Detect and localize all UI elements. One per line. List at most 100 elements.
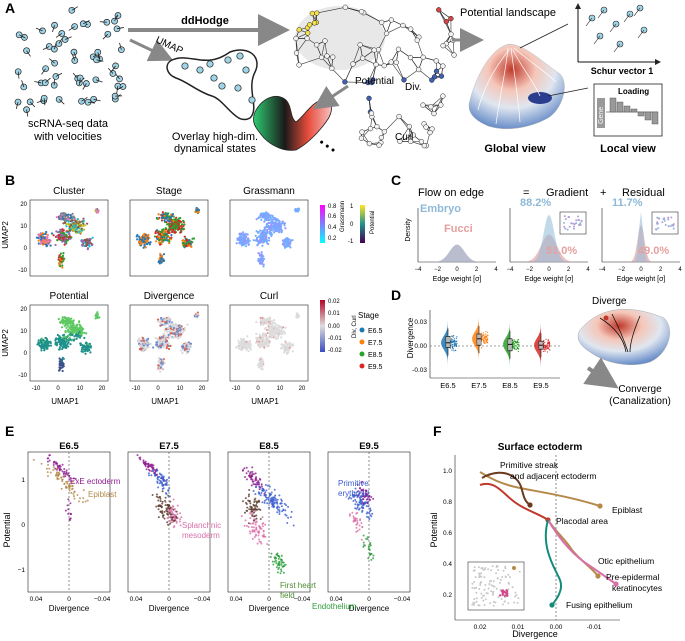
umap-point: [141, 350, 144, 353]
umap-point: [85, 344, 89, 347]
umap-point: [279, 225, 283, 228]
graph-node: [342, 79, 348, 85]
violin-point: [486, 342, 488, 344]
density-xlabel: Edge weight [σ]: [433, 276, 482, 283]
umap-point: [39, 339, 43, 342]
scatter-point: [168, 507, 171, 510]
scatter-point: [284, 563, 287, 566]
scatter-point: [246, 506, 249, 509]
stage-legend-title: Stage: [358, 311, 379, 320]
umap-point: [184, 341, 187, 344]
violin-point: [451, 340, 453, 342]
scatter-point: [249, 517, 252, 520]
graph-node: [420, 102, 426, 108]
umap-point: [276, 329, 279, 332]
graph-node: [407, 54, 414, 61]
scatter-point: [274, 499, 277, 502]
umap-point: [192, 237, 196, 240]
scatter-point: [277, 508, 280, 511]
umap-point: [164, 340, 167, 344]
graph-node: [381, 62, 387, 69]
scatter-point: [254, 472, 257, 475]
umap-point: [137, 235, 141, 238]
velocity-cell: [55, 96, 65, 105]
scatter-point: [258, 488, 261, 491]
umap-cell: [234, 84, 242, 92]
scatter-point: [267, 498, 270, 501]
velocity-cell: [61, 36, 72, 43]
scatter-point: [245, 466, 248, 469]
umap-point: [264, 343, 267, 346]
violin-point: [546, 346, 548, 348]
umap-point: [239, 236, 242, 239]
scatter-point: [252, 503, 255, 506]
scatter-point: [46, 457, 49, 460]
graph-node: [451, 52, 457, 58]
graph-node: [366, 140, 373, 147]
umap-point: [159, 365, 162, 369]
scatter-point: [253, 529, 256, 532]
umap-point: [156, 320, 159, 323]
umap-point: [139, 345, 143, 348]
umap-point: [180, 325, 183, 328]
scatter-point: [159, 500, 162, 503]
graph-node: [420, 54, 426, 60]
scatter-point: [268, 506, 271, 509]
density-xtick: 4: [678, 267, 682, 273]
scatter-point: [262, 522, 265, 525]
graph-node: [433, 68, 440, 74]
umap-point: [40, 238, 43, 241]
umap-point: [138, 237, 141, 241]
scatter-point: [276, 552, 279, 555]
scatter-point: [170, 518, 173, 521]
umap-point: [285, 352, 288, 355]
umap-point: [59, 252, 63, 255]
scatter-point: [60, 468, 63, 471]
violin-point: [455, 340, 457, 342]
umap-point: [86, 248, 89, 251]
umap-point: [63, 243, 66, 246]
umap-point: [255, 218, 258, 221]
scatter-point: [369, 509, 372, 512]
umap-point: [79, 231, 82, 234]
umap-point: [85, 332, 88, 335]
graph-edge: [390, 61, 405, 81]
umap-point: [136, 238, 139, 241]
umap-point: [157, 347, 161, 350]
umap-panel-frame: [29, 304, 109, 382]
umap-point: [283, 241, 286, 244]
scatter-point: [281, 565, 284, 568]
umap-point: [37, 239, 40, 242]
violin-point: [451, 342, 453, 344]
umap-point: [267, 213, 270, 216]
scatter-point: [269, 555, 272, 558]
umap-point: [190, 245, 193, 249]
scatter-point: [272, 563, 275, 566]
scatter-point: [70, 491, 73, 494]
umap-point: [69, 322, 72, 325]
umap-point: [58, 346, 61, 349]
umap-point: [69, 213, 72, 217]
scatter-point: [262, 533, 265, 536]
inset-point: [672, 227, 675, 230]
violin-point: [487, 337, 489, 339]
umap-point: [47, 238, 50, 241]
umap-point: [259, 336, 262, 339]
velocity-cell: [114, 73, 123, 83]
umap-point: [44, 342, 47, 345]
umap-panel: Stage: [129, 186, 209, 277]
umap-point: [269, 229, 272, 232]
umap-point: [237, 347, 241, 350]
umap-point: [255, 320, 258, 324]
umap-point: [60, 257, 63, 260]
inset-point: [656, 222, 659, 225]
scatter-point: [248, 499, 251, 502]
stage-legend-dot: [359, 327, 365, 333]
scatter-point: [161, 490, 164, 493]
curl-graph: [358, 93, 446, 149]
scatter-point: [136, 454, 139, 457]
umap-point: [257, 259, 260, 262]
umap-point: [242, 231, 245, 234]
umap-point: [156, 237, 159, 240]
umap-point: [78, 220, 81, 223]
